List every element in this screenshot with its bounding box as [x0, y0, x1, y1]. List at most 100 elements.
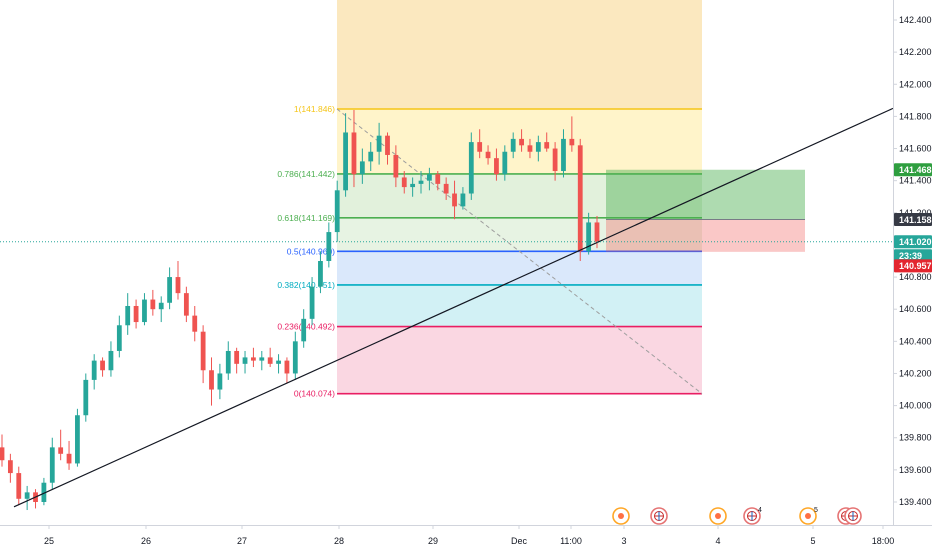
candle-body	[586, 222, 592, 252]
candle-body	[494, 158, 499, 175]
x-tick-label: 4	[715, 536, 720, 546]
y-tick-label: 141.800	[899, 111, 932, 121]
candle-body	[209, 370, 214, 390]
gauge-icon	[715, 513, 721, 519]
gauge-icon	[618, 513, 624, 519]
y-tick-label: 141.600	[899, 144, 932, 154]
y-tick-label: 139.800	[899, 433, 932, 443]
candle-body	[569, 138, 575, 146]
candle-body	[426, 174, 432, 181]
fib-level-label: 0.382(140.751)	[277, 280, 335, 290]
price-badge	[894, 163, 932, 177]
price-badge	[894, 235, 932, 249]
fib-zone	[337, 251, 702, 285]
candle-body	[83, 379, 89, 416]
y-tick-label: 140.600	[899, 304, 932, 314]
event-count: 4	[758, 507, 762, 514]
candle-body	[0, 447, 5, 461]
price-badge	[894, 259, 932, 273]
event-count: 5	[814, 507, 818, 514]
candle-body	[577, 145, 583, 252]
y-tick-label: 140.000	[899, 401, 932, 411]
y-tick-label: 140.800	[899, 272, 932, 282]
price-badge-label: 140.957	[899, 261, 932, 271]
candle-body	[276, 360, 281, 364]
candle-body	[175, 277, 181, 294]
y-tick-label: 139.400	[899, 497, 932, 507]
candle-body	[435, 174, 441, 184]
candle-body	[125, 305, 131, 326]
candle-body	[7, 460, 13, 474]
fib-zone	[337, 284, 702, 327]
price-badge-label: 141.158	[899, 215, 932, 225]
candle-body	[100, 360, 105, 371]
candle-body	[334, 190, 340, 233]
gauge-icon	[805, 513, 811, 519]
candle-body	[192, 315, 198, 332]
candle-body	[385, 135, 390, 155]
candle-body	[460, 193, 466, 207]
candle-body	[267, 357, 273, 364]
candle-body	[410, 183, 416, 188]
candle-body	[318, 261, 323, 287]
candle-body	[443, 183, 449, 194]
y-axis-background	[893, 0, 932, 550]
candle-body	[234, 350, 240, 364]
candle-body	[284, 360, 290, 374]
fib-zone	[337, 326, 702, 394]
fib-level-label: 0.236(140.492)	[277, 322, 335, 332]
candle-body	[418, 180, 424, 184]
candle-body	[133, 305, 139, 323]
candle-body	[301, 318, 307, 342]
candle-body	[535, 142, 541, 152]
candle-body	[401, 177, 407, 188]
candle-body	[594, 222, 600, 242]
candle-body	[167, 277, 173, 303]
y-tick-label: 141.200	[899, 208, 932, 218]
x-tick-label: 25	[44, 536, 54, 546]
candle-body	[544, 142, 550, 149]
candle-body	[502, 151, 508, 175]
fib-zone	[337, 173, 702, 218]
x-tick-label: 3	[621, 536, 626, 546]
candle-body	[75, 415, 80, 464]
x-tick-label: 27	[237, 536, 247, 546]
candle-body	[552, 148, 558, 172]
candle-body	[41, 482, 47, 502]
candle-body	[242, 357, 248, 364]
candle-body	[309, 286, 315, 319]
fib-level-label: 0.618(141.169)	[277, 213, 335, 223]
candle-body	[24, 492, 30, 499]
candle-body	[376, 135, 382, 152]
candle-body	[359, 161, 365, 175]
candle-body	[561, 138, 566, 172]
candle-body	[225, 350, 231, 374]
candle-body	[351, 132, 357, 175]
y-tick-label: 140.400	[899, 336, 932, 346]
candle-body	[116, 325, 122, 351]
candle-body	[326, 232, 332, 261]
candle-body	[183, 293, 189, 316]
candle-body	[91, 360, 97, 380]
x-tick-label: 28	[334, 536, 344, 546]
candle-body	[16, 473, 22, 499]
x-tick-label: 11:00	[560, 536, 582, 546]
y-tick-label: 140.200	[899, 368, 932, 378]
position-profit-zone	[606, 169, 805, 220]
candle-body	[477, 142, 483, 152]
x-tick-label: 26	[141, 536, 151, 546]
candle-body	[527, 145, 533, 152]
price-badge	[894, 213, 932, 227]
price-badge	[894, 249, 932, 263]
fib-level-label: 0.5(140.960)	[287, 246, 335, 256]
x-tick-label: Dec	[511, 536, 528, 546]
candle-body	[200, 331, 206, 371]
candle-body	[158, 302, 164, 310]
candle-body	[150, 299, 156, 310]
candle-body	[49, 447, 55, 483]
position-loss-zone	[606, 219, 805, 252]
x-tick-label: 18:00	[872, 536, 895, 546]
candle-body	[142, 299, 147, 323]
fib-level-label: 1(141.846)	[294, 104, 335, 114]
